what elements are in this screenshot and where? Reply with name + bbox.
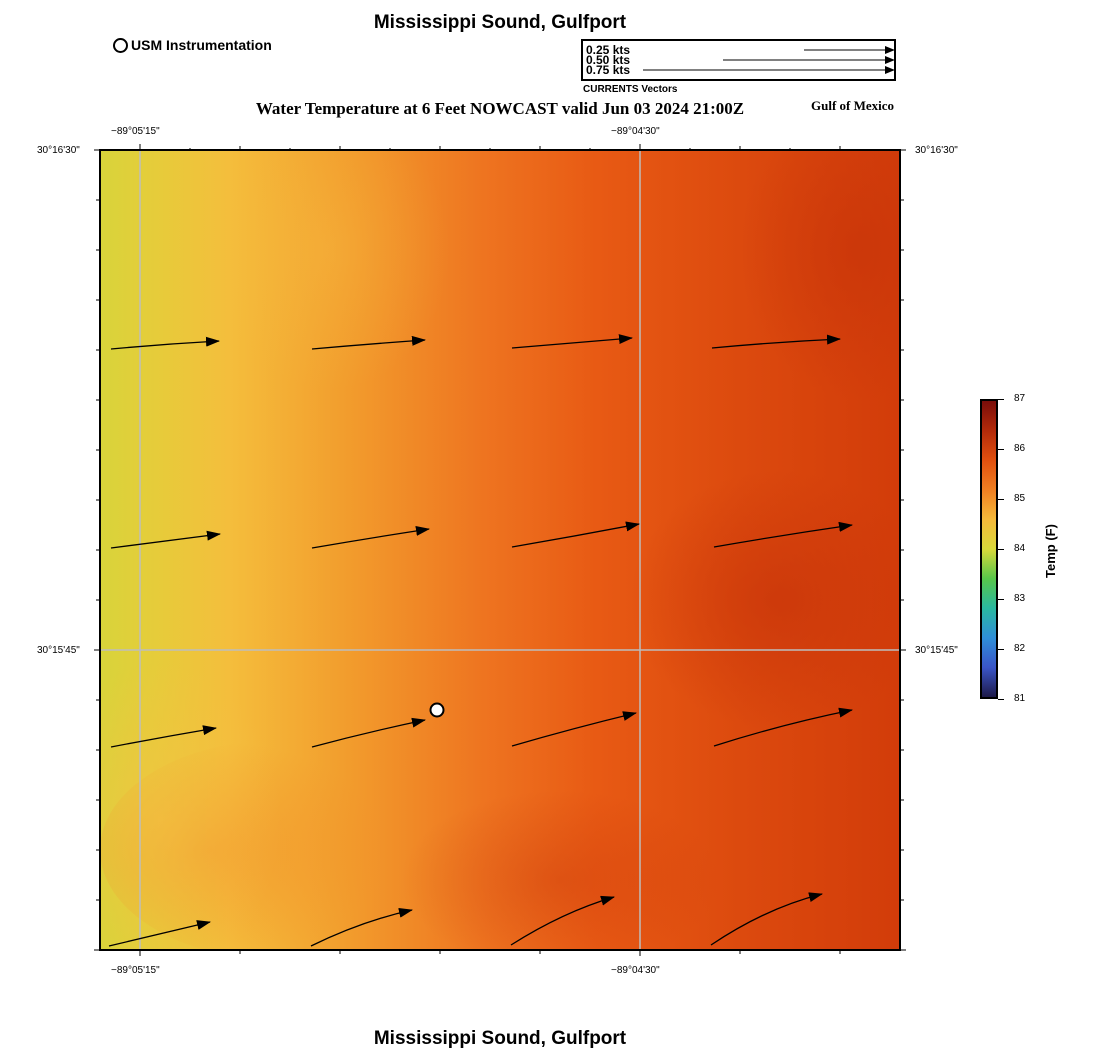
station-legend-label: USM Instrumentation bbox=[131, 37, 272, 53]
colorbar-tick bbox=[998, 449, 1004, 450]
lat-label-right-1: 30°16'30" bbox=[915, 145, 958, 156]
lon-label-bottom-2: −89°04'30" bbox=[611, 965, 660, 976]
current-vector bbox=[511, 711, 637, 747]
current-vector bbox=[311, 335, 426, 350]
vector-legend-label-025: 0.25 kts bbox=[586, 43, 631, 57]
colorbar-tick-label: 84 bbox=[1014, 543, 1026, 554]
lon-label-bottom-1: −89°05'15" bbox=[111, 965, 160, 976]
station-marker-icon bbox=[113, 37, 128, 53]
colorbar-tick-label: 86 bbox=[1014, 443, 1026, 454]
current-vector bbox=[710, 892, 823, 946]
current-vector bbox=[110, 530, 221, 549]
lat-label-left-2: 30°15'45" bbox=[37, 645, 80, 656]
vector-legend-label-050: 0.50 kts bbox=[586, 53, 631, 67]
colorbar-tick bbox=[998, 549, 1004, 550]
vector-legend-arrows bbox=[643, 46, 894, 74]
current-vector bbox=[711, 334, 841, 349]
station-legend: USM Instrumentation bbox=[113, 37, 272, 53]
lon-label-top-2: −89°04'30" bbox=[611, 126, 660, 137]
map-subtitle: Water Temperature at 6 Feet NOWCAST vali… bbox=[255, 99, 745, 118]
footer-title: Mississippi Sound, Gulfport bbox=[373, 1028, 627, 1049]
colorbar-tick bbox=[998, 649, 1004, 650]
current-vector bbox=[713, 707, 853, 747]
usm-station-marker[interactable] bbox=[429, 702, 445, 718]
colorbar-tick-label: 83 bbox=[1014, 593, 1026, 604]
map-frame-ticks bbox=[94, 144, 906, 956]
current-vector bbox=[311, 526, 430, 549]
current-vector bbox=[510, 895, 615, 946]
current-vector bbox=[310, 907, 413, 947]
current-vector bbox=[511, 521, 640, 548]
lat-label-left-1: 30°16'30" bbox=[37, 145, 80, 156]
colorbar-tick bbox=[998, 599, 1004, 600]
current-vector bbox=[713, 521, 853, 548]
colorbar-tick-label: 87 bbox=[1014, 393, 1026, 404]
colorbar-tick bbox=[998, 699, 1004, 700]
colorbar-tick bbox=[998, 399, 1004, 400]
current-vector bbox=[108, 920, 211, 947]
current-vectors bbox=[108, 334, 853, 947]
vector-legend-label-075: 0.75 kts bbox=[586, 63, 631, 77]
colorbar-tick-label: 82 bbox=[1014, 643, 1026, 654]
colorbar-tick-label: 85 bbox=[1014, 493, 1026, 504]
current-vector bbox=[110, 336, 220, 350]
current-vector bbox=[311, 717, 426, 748]
vector-legend-box: 0.25 kts 0.50 kts 0.75 kts bbox=[581, 39, 896, 81]
vector-legend-caption: CURRENTS Vectors bbox=[583, 84, 678, 95]
colorbar-tick-label: 81 bbox=[1014, 693, 1026, 704]
colorbar-tick bbox=[998, 499, 1004, 500]
lon-label-top-1: −89°05'15" bbox=[111, 126, 160, 137]
lat-label-right-2: 30°15'45" bbox=[915, 645, 958, 656]
map-title: Mississippi Sound, Gulfport bbox=[373, 12, 627, 33]
current-vector bbox=[511, 334, 633, 349]
region-label: Gulf of Mexico bbox=[811, 98, 895, 113]
colorbar-title: Temp (F) bbox=[1043, 524, 1058, 578]
colorbar bbox=[980, 399, 998, 699]
current-vector bbox=[110, 725, 217, 748]
